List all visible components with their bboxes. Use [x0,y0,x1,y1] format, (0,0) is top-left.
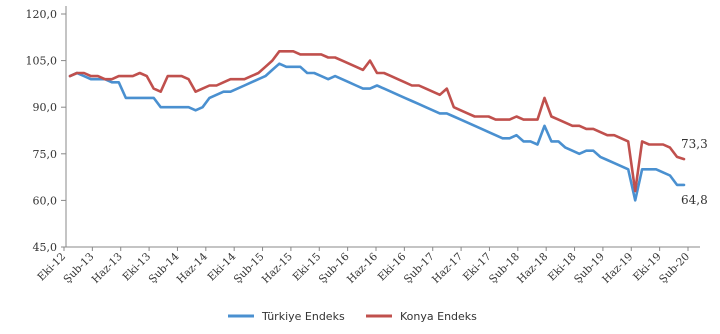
x-tick-label: Şub-20 [657,251,692,286]
y-tick-label: 45,0 [33,241,58,254]
x-tick-label: Haz-14 [175,250,210,285]
series-line-turkiye [68,62,686,202]
series-line-konya [68,49,686,193]
y-tick-label: 60,0 [33,194,58,207]
series-layer [68,49,686,202]
y-tick-label: 105,0 [26,55,58,68]
end-label-konya: 73,3 [681,137,708,151]
x-tick-label: Haz-16 [345,250,380,285]
x-tick-label: Haz-13 [90,251,125,286]
y-tick-label: 120,0 [26,8,58,21]
x-tick-label: Haz-15 [260,251,295,286]
legend: Türkiye Endeks Konya Endeks [228,310,477,323]
x-tick-label: Haz-18 [515,251,550,286]
x-tick-label: Haz-17 [430,251,465,286]
y-tick-label: 90,0 [33,101,58,114]
annotation-layer: 73,3 64,8 [681,137,708,207]
x-axis: Eki-12Şub-13Haz-13Eki-13Şub-14Haz-14Eki-… [35,246,700,286]
end-label-turkiye: 64,8 [681,193,708,207]
legend-label-konya: Konya Endeks [400,310,477,323]
x-tick-label: Şub-15 [232,251,267,286]
y-tick-label: 75,0 [33,148,58,161]
x-tick-label: Şub-13 [61,251,96,286]
x-tick-label: Haz-19 [600,251,635,286]
legend-label-turkiye: Türkiye Endeks [261,310,345,323]
x-tick-label: Şub-19 [572,251,607,286]
y-axis: 45,0 60,0 75,0 90,0 105,0 120,0 [26,6,67,254]
